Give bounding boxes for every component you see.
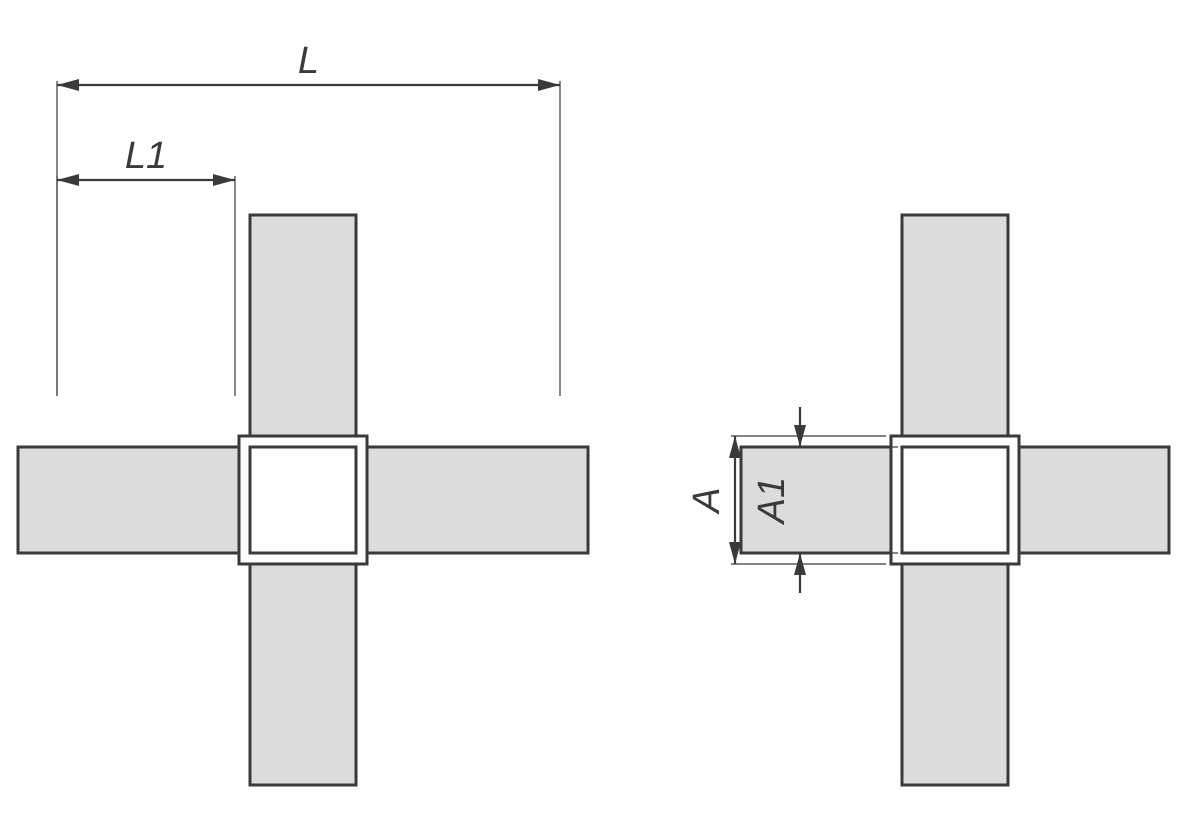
front-view [18,215,588,785]
dimension-label-A1: A1 [751,477,793,525]
dimension-label-A: A [686,487,728,514]
dimension-label-L1: L1 [125,135,167,177]
dimension-label-L: L [298,40,319,82]
side-view [741,215,1169,785]
